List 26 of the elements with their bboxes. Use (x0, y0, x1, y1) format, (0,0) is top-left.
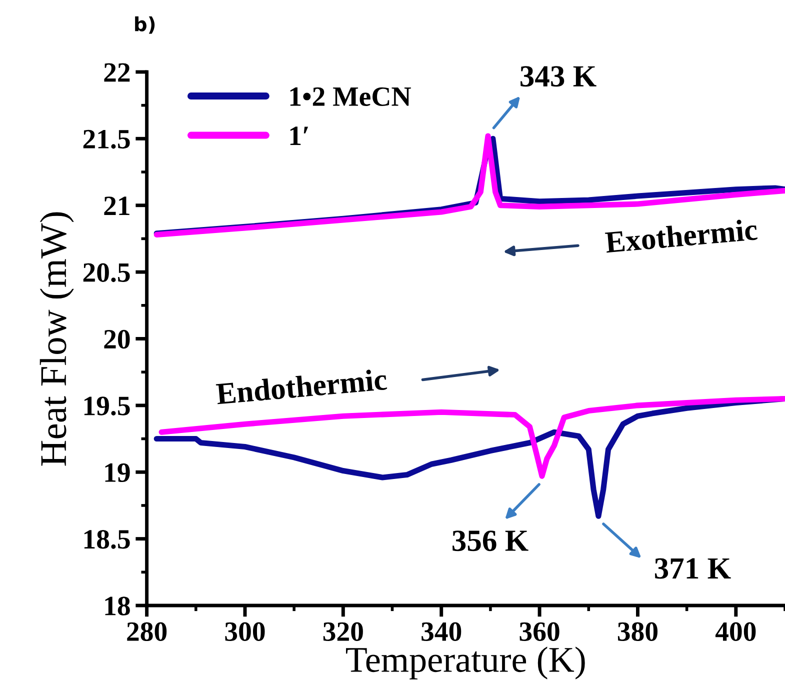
x-tick-label: 300 (225, 622, 265, 642)
annotation: 371 K (654, 558, 731, 579)
annotation: 343 K (520, 66, 596, 87)
y-tick-label: 19 (105, 463, 130, 482)
y-axis-title: Heat Flow (mW) (40, 212, 74, 466)
x-tick-label: 400 (715, 622, 756, 642)
x-tick-label: 280 (127, 622, 167, 642)
x-axis-title: Temperature (K) (346, 646, 585, 680)
legend-label: 1′ (290, 126, 308, 145)
y-tick-label: 22 (104, 63, 130, 82)
y-tick-label: 18.5 (84, 530, 130, 549)
x-tick-label: 360 (520, 622, 560, 642)
annotation: 356 K (452, 530, 528, 552)
y-tick-label: 21.5 (83, 130, 130, 149)
legend-label: 1•2 MeCN (290, 87, 411, 106)
x-tick-label: 320 (323, 622, 363, 642)
x-tick-label: 380 (618, 622, 658, 642)
annotation: Exothermic (604, 218, 758, 253)
y-tick-label: 18 (105, 596, 130, 616)
x-tick-label: 340 (422, 622, 462, 642)
annotation: Endothermic (216, 368, 388, 404)
y-tick-label: 21 (104, 196, 130, 215)
y-tick-label: 20.5 (83, 263, 130, 282)
y-tick-label: 20 (104, 330, 130, 349)
chart-title: b) (135, 16, 155, 34)
y-tick-label: 19.5 (84, 396, 130, 416)
